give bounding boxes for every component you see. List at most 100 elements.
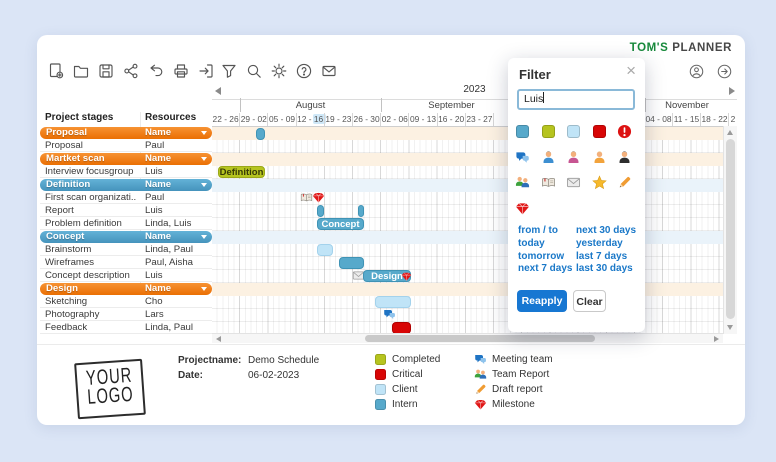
filter-search-input[interactable]: Luis [517, 89, 635, 110]
pencil-icon[interactable] [617, 175, 632, 190]
group-row-proposal[interactable]: Proposal Name [40, 126, 212, 139]
save-icon[interactable] [97, 62, 115, 80]
horizontal-scroll-thumb[interactable] [365, 335, 595, 342]
timeline-prev-icon[interactable] [215, 87, 221, 95]
undo-icon[interactable] [147, 62, 165, 80]
group-row-concept[interactable]: Concept Name [40, 230, 212, 243]
feedback-critical-bar[interactable] [392, 321, 411, 334]
chevron-down-icon[interactable] [201, 130, 207, 135]
person-woman-icon[interactable] [566, 150, 581, 165]
report-book-marker[interactable] [300, 191, 313, 204]
quick-link-next-7-days[interactable]: next 7 days [518, 263, 573, 275]
group-row-design[interactable]: Design Name [40, 282, 212, 295]
reapply-button[interactable]: Reapply [517, 290, 567, 312]
photography-meeting-marker[interactable] [383, 308, 396, 321]
book-icon[interactable] [541, 175, 556, 190]
resource-cell[interactable]: Lars [145, 309, 164, 320]
completed-swatch[interactable] [541, 124, 556, 139]
search-icon[interactable] [245, 62, 263, 80]
proposal-bar[interactable] [256, 128, 265, 140]
brainstorm-bar[interactable] [317, 243, 333, 256]
person-suit-icon[interactable] [617, 150, 632, 165]
resource-cell[interactable]: Luis [145, 270, 163, 281]
design-bar[interactable]: Design [363, 269, 412, 282]
critical-swatch[interactable] [592, 124, 607, 139]
intern-swatch[interactable] [515, 124, 530, 139]
stage-cell[interactable]: Report [45, 205, 74, 216]
client-swatch[interactable] [566, 124, 581, 139]
resource-cell[interactable]: Linda, Paul [145, 322, 194, 333]
team-report-icon[interactable] [515, 175, 530, 190]
week-label: 09 - 13 [409, 113, 438, 126]
clear-button[interactable]: Clear [573, 290, 606, 312]
stage-cell[interactable]: Brainstorm [45, 244, 92, 255]
report-bar-1[interactable] [317, 204, 324, 217]
resource-cell[interactable]: Paul, Aisha [145, 257, 194, 268]
settings-icon[interactable] [270, 62, 288, 80]
person-orange-icon[interactable] [592, 150, 607, 165]
scroll-up-icon[interactable] [727, 130, 733, 135]
account-icon[interactable] [688, 63, 705, 80]
chevron-down-icon[interactable] [201, 286, 207, 291]
horizontal-scrollbar[interactable] [212, 333, 723, 343]
help-icon[interactable] [295, 62, 313, 80]
stage-cell[interactable]: Proposal [45, 140, 83, 151]
alert-icon[interactable] [617, 124, 632, 139]
chevron-down-icon[interactable] [201, 234, 207, 239]
star-icon[interactable] [591, 175, 607, 190]
quick-link-next-30-days[interactable]: next 30 days [576, 225, 637, 236]
filter-icon[interactable] [220, 62, 238, 80]
report-bar-2[interactable] [358, 204, 364, 217]
stage-cell[interactable]: Interview focusgroup [45, 166, 134, 177]
concept-bar[interactable]: Concept [317, 217, 364, 230]
milestone-icon[interactable] [515, 201, 530, 216]
quick-link-today[interactable]: today [518, 237, 545, 249]
quick-link-last-30-days[interactable]: last 30 days [576, 263, 633, 275]
quick-link-yesterday[interactable]: yesterday [576, 237, 623, 249]
chevron-down-icon[interactable] [201, 182, 207, 187]
stage-cell[interactable]: Concept description [45, 270, 130, 281]
envelope-icon[interactable] [566, 175, 581, 190]
sketching-bar[interactable] [375, 295, 411, 308]
gantt-grid[interactable] [212, 126, 723, 334]
quick-link-tomorrow[interactable]: tomorrow [518, 250, 565, 262]
stage-cell[interactable]: First scan organizati... [45, 192, 137, 203]
wireframes-bar[interactable] [339, 256, 364, 269]
stage-cell[interactable]: Problem definition [45, 218, 122, 229]
resource-cell[interactable]: Luis [145, 166, 163, 177]
stage-cell[interactable]: Wireframes [45, 257, 95, 268]
vertical-scroll-thumb[interactable] [726, 139, 735, 319]
group-row-definition[interactable]: Definition Name [40, 178, 212, 191]
share-icon[interactable] [122, 62, 140, 80]
person-man-icon[interactable] [541, 150, 556, 165]
mail-icon[interactable] [320, 62, 338, 80]
resource-cell[interactable]: Linda, Paul [145, 244, 194, 255]
timeline-next-icon[interactable] [729, 87, 735, 95]
scroll-right-icon[interactable] [714, 336, 719, 342]
quick-link-from-to[interactable]: from / to [518, 225, 558, 236]
resource-cell[interactable]: Cho [145, 296, 163, 307]
definition-completed-bar[interactable]: Definition [218, 165, 265, 178]
vertical-scrollbar[interactable] [723, 126, 737, 334]
meeting-team-icon[interactable] [515, 150, 530, 165]
print-icon[interactable] [172, 62, 190, 80]
resource-cell[interactable]: Linda, Luis [145, 218, 192, 229]
close-icon[interactable]: × [626, 61, 636, 80]
quick-link-last-7-days[interactable]: last 7 days [576, 250, 628, 262]
stage-cell[interactable]: Photography [45, 309, 100, 320]
stage-cell[interactable]: Sketching [45, 296, 88, 307]
stage-cell[interactable]: Feedback [45, 322, 88, 333]
open-folder-icon[interactable] [72, 62, 90, 80]
scroll-left-icon[interactable] [216, 336, 221, 342]
sign-in-icon[interactable] [197, 62, 215, 80]
scroll-down-icon[interactable] [727, 325, 733, 330]
group-row-martket-scan[interactable]: Martket scan Name [40, 152, 212, 165]
resource-cell[interactable]: Luis [145, 205, 163, 216]
design-mail-marker[interactable] [352, 269, 365, 282]
report-milestone-marker[interactable] [312, 191, 325, 204]
resource-cell[interactable]: Paul [145, 140, 165, 151]
resource-cell[interactable]: Paul [145, 192, 165, 203]
logout-icon[interactable] [716, 63, 733, 80]
new-schedule-icon[interactable] [47, 62, 65, 80]
chevron-down-icon[interactable] [201, 156, 207, 161]
